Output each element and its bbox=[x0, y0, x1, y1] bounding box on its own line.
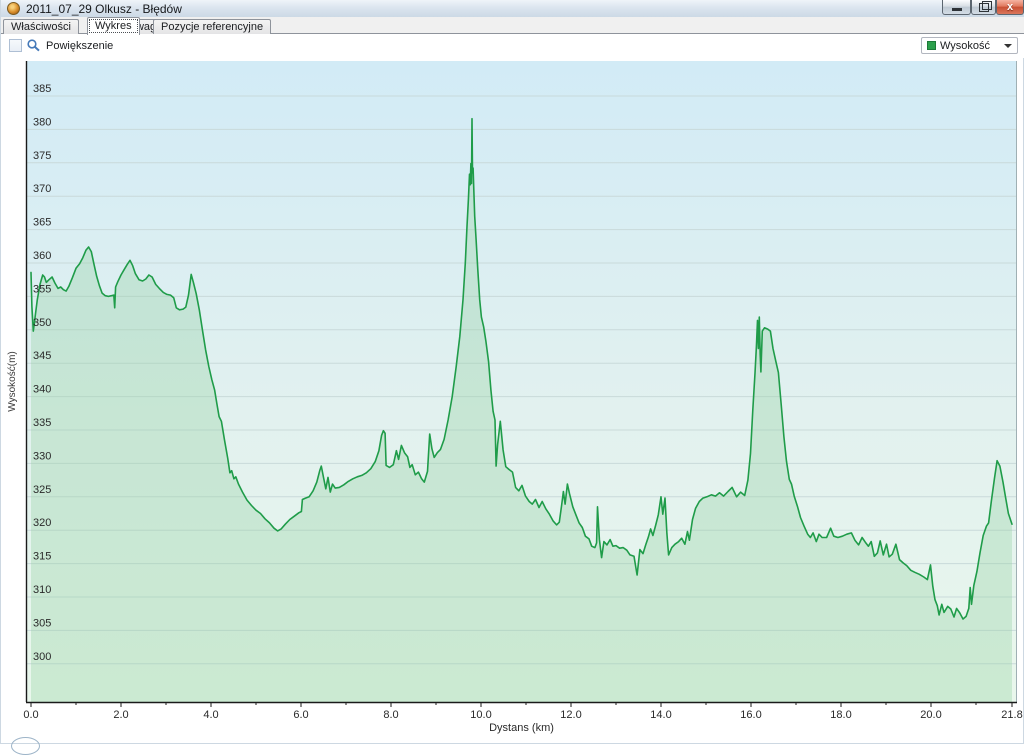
svg-text:12.0: 12.0 bbox=[560, 709, 581, 721]
svg-text:Wysokość(m): Wysokość(m) bbox=[7, 351, 18, 411]
minimize-icon bbox=[952, 8, 962, 11]
chevron-down-icon bbox=[1004, 43, 1012, 48]
tab-wlasciwosci[interactable]: Właściwości bbox=[3, 19, 79, 34]
svg-text:375: 375 bbox=[33, 150, 51, 162]
magnifier-icon bbox=[27, 39, 40, 52]
close-button[interactable]: x bbox=[996, 0, 1024, 15]
window-titlebar[interactable]: 2011_07_29 Olkusz - Błędów bbox=[1, 0, 1024, 18]
svg-text:300: 300 bbox=[33, 651, 51, 663]
svg-text:335: 335 bbox=[33, 417, 51, 429]
svg-text:315: 315 bbox=[33, 551, 51, 563]
restore-icon bbox=[979, 1, 992, 12]
svg-text:18.0: 18.0 bbox=[830, 709, 851, 721]
svg-text:340: 340 bbox=[33, 384, 51, 396]
svg-text:370: 370 bbox=[33, 183, 51, 195]
tab-pozycje-referencyjne[interactable]: Pozycje referencyjne bbox=[153, 19, 272, 34]
svg-text:360: 360 bbox=[33, 250, 51, 262]
svg-text:0.0: 0.0 bbox=[23, 709, 38, 721]
series-dropdown[interactable]: Wysokość bbox=[921, 37, 1018, 54]
svg-text:8.0: 8.0 bbox=[383, 709, 398, 721]
svg-text:4.0: 4.0 bbox=[203, 709, 218, 721]
series-color-swatch bbox=[927, 41, 936, 50]
close-icon: x bbox=[1006, 1, 1014, 13]
restore-button[interactable] bbox=[971, 0, 996, 15]
tab-wykres[interactable]: Wykres bbox=[87, 17, 140, 35]
svg-text:6.0: 6.0 bbox=[293, 709, 308, 721]
svg-text:10.0: 10.0 bbox=[470, 709, 491, 721]
zoom-checkbox-label: Powiększenie bbox=[46, 40, 114, 52]
svg-text:14.0: 14.0 bbox=[650, 709, 671, 721]
svg-text:325: 325 bbox=[33, 484, 51, 496]
corner-widget-partial bbox=[11, 737, 40, 755]
svg-text:21.8: 21.8 bbox=[1001, 709, 1022, 721]
svg-text:355: 355 bbox=[33, 283, 51, 295]
minimize-button[interactable] bbox=[942, 0, 971, 15]
svg-text:345: 345 bbox=[33, 350, 51, 362]
svg-text:385: 385 bbox=[33, 83, 51, 95]
app-icon[interactable] bbox=[7, 2, 20, 15]
svg-text:20.0: 20.0 bbox=[920, 709, 941, 721]
svg-text:Dystans (km): Dystans (km) bbox=[489, 722, 554, 734]
svg-text:305: 305 bbox=[33, 617, 51, 629]
window-title: 2011_07_29 Olkusz - Błędów bbox=[26, 2, 182, 16]
svg-text:16.0: 16.0 bbox=[740, 709, 761, 721]
series-dropdown-value: Wysokość bbox=[940, 39, 991, 52]
svg-text:310: 310 bbox=[33, 584, 51, 596]
tab-strip: Właściwości Wykres Uwagi Pozycje referen… bbox=[1, 17, 1024, 35]
chart-toolbar: Powiększenie bbox=[1, 34, 1024, 58]
zoom-checkbox[interactable] bbox=[9, 39, 22, 52]
svg-text:350: 350 bbox=[33, 317, 51, 329]
svg-text:330: 330 bbox=[33, 450, 51, 462]
svg-text:365: 365 bbox=[33, 217, 51, 229]
svg-text:2.0: 2.0 bbox=[113, 709, 128, 721]
svg-text:380: 380 bbox=[33, 116, 51, 128]
svg-text:320: 320 bbox=[33, 517, 51, 529]
